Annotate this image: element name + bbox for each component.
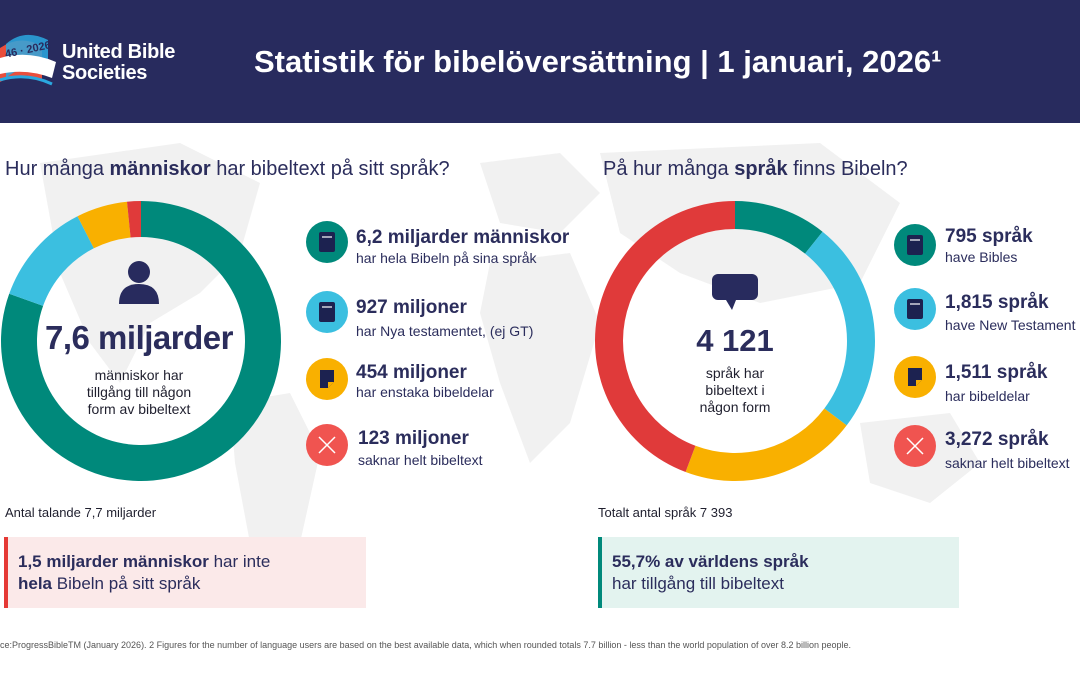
bible-icon: [894, 288, 936, 330]
right-question-pre: På hur många: [603, 158, 735, 180]
left-callout-text: 1,5 miljarder människor har inte hela Bi…: [18, 551, 270, 595]
slice-full-bible: [735, 201, 823, 254]
right-item-subtitle: have New Testament: [945, 317, 1076, 333]
header-banner: 46 · 2026 United Bible Societies Statist…: [0, 0, 1080, 123]
left-item-subtitle: har hela Bibeln på sina språk: [356, 250, 537, 266]
left-callout-bold2: hela: [18, 574, 53, 593]
left-item-subtitle: saknar helt bibeltext: [358, 452, 483, 468]
right-callout-bar: [598, 537, 602, 608]
left-center-label: människor har tillgång till någon form a…: [86, 367, 192, 417]
left-callout-text2: Bibeln på sitt språk: [52, 574, 201, 593]
left-center-value: 7,6 miljarder: [45, 319, 233, 356]
slice-none: [595, 201, 735, 472]
right-item-title: 1,815 språk: [945, 292, 1049, 313]
bible-icon: [306, 221, 348, 263]
world-map-background: [40, 143, 980, 603]
left-item-title: 454 miljoner: [356, 362, 467, 383]
left-item-subtitle: har enstaka bibeldelar: [356, 384, 494, 400]
right-item-title: 795 språk: [945, 226, 1033, 247]
right-center-value: 4 121: [696, 323, 774, 358]
left-callout-text1: har inte: [208, 552, 271, 571]
right-question: På hur många språk finns Bibeln?: [603, 158, 908, 181]
cross-icon: [894, 425, 936, 467]
left-callout-bold1: 1,5 miljarder människor: [18, 552, 209, 571]
left-item-title: 6,2 miljarder människor: [356, 227, 570, 248]
left-item-subtitle: har Nya testamentet, (ej GT): [356, 323, 534, 339]
bible-portion-icon: [894, 356, 936, 398]
left-question-post: har bibeltext på sitt språk?: [210, 158, 450, 180]
languages-donut-chart: [595, 201, 875, 481]
slice-new-testament: [9, 216, 94, 306]
left-item-title: 927 miljoner: [356, 297, 467, 318]
slice-new-testament: [805, 231, 875, 426]
slice-none: [126, 201, 141, 238]
right-total: Totalt antal språk 7 393: [598, 505, 733, 520]
right-center-label: språk har bibeltext i någon form: [699, 365, 771, 415]
right-callout-text: 55,7% av världens språk har tillgång til…: [612, 551, 809, 595]
left-item-title: 123 miljoner: [358, 428, 469, 449]
bible-icon: [894, 224, 936, 266]
left-question: Hur många människor har bibeltext på sit…: [5, 158, 450, 181]
left-total: Antal talande 7,7 miljarder: [5, 505, 157, 520]
right-item-title: 3,272 språk: [945, 429, 1049, 450]
bible-icon: [306, 291, 348, 333]
slice-portions: [685, 408, 847, 481]
logo-text-line2: Societies: [62, 62, 148, 84]
cross-icon: [306, 424, 348, 466]
speech-bubble-icon: [712, 274, 758, 310]
bible-portion-icon: [306, 358, 348, 400]
right-callout-bold1: 55,7% av världens språk: [612, 552, 809, 571]
right-callout: 55,7% av världens språk har tillgång til…: [598, 537, 959, 608]
right-question-bold: språk: [734, 158, 788, 180]
left-question-bold: människor: [109, 158, 211, 180]
right-item-subtitle: have Bibles: [945, 249, 1018, 265]
right-callout-text1: har tillgång till bibeltext: [612, 574, 784, 593]
logo-text-line1: United Bible: [62, 41, 176, 63]
footnote: ce:ProgressBibleTM (January 2026). 2 Fig…: [0, 640, 852, 650]
slice-portions: [77, 201, 131, 249]
page-title: Statistik för bibelöversättning | 1 janu…: [254, 44, 942, 79]
left-callout-bar: [4, 537, 8, 608]
logo-text: United Bible Societies: [62, 42, 175, 84]
left-callout: 1,5 miljarder människor har inte hela Bi…: [4, 537, 366, 608]
right-item-title: 1,511 språk: [945, 362, 1048, 383]
right-question-post: finns Bibeln?: [787, 158, 908, 180]
people-donut-chart: [0, 201, 282, 481]
ubs-logo: [0, 34, 56, 86]
left-donut-center: 7,6 miljarder människor har tillgång til…: [0, 260, 278, 418]
person-icon: [119, 261, 159, 304]
left-question-pre: Hur många: [5, 158, 110, 180]
right-donut-center: 4 121 språk har bibeltext i någon form: [665, 272, 805, 416]
right-item-subtitle: har bibeldelar: [945, 388, 1030, 404]
right-item-subtitle: saknar helt bibeltext: [945, 455, 1070, 471]
